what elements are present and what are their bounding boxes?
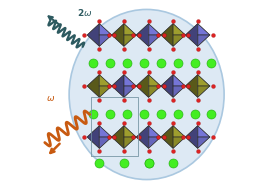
Polygon shape: [198, 126, 210, 137]
Polygon shape: [99, 137, 112, 148]
Polygon shape: [198, 86, 210, 97]
Polygon shape: [149, 24, 161, 35]
Polygon shape: [198, 35, 210, 46]
Polygon shape: [149, 35, 161, 46]
Polygon shape: [198, 137, 210, 148]
Text: $\omega$: $\omega$: [45, 94, 55, 103]
Text: 2$\omega$: 2$\omega$: [77, 7, 92, 18]
Polygon shape: [149, 126, 161, 137]
Polygon shape: [124, 75, 136, 86]
Polygon shape: [185, 126, 198, 148]
Polygon shape: [173, 24, 185, 35]
Polygon shape: [99, 35, 112, 46]
Polygon shape: [112, 24, 124, 46]
Polygon shape: [173, 137, 185, 148]
Polygon shape: [173, 35, 185, 46]
Polygon shape: [185, 75, 198, 97]
Polygon shape: [136, 24, 149, 46]
Polygon shape: [99, 86, 112, 97]
Polygon shape: [87, 24, 99, 46]
Polygon shape: [173, 86, 185, 97]
Polygon shape: [173, 75, 185, 86]
Polygon shape: [124, 126, 136, 137]
Polygon shape: [99, 24, 112, 35]
Polygon shape: [149, 86, 161, 97]
Polygon shape: [99, 75, 112, 86]
Polygon shape: [161, 24, 173, 46]
Polygon shape: [124, 24, 136, 35]
Polygon shape: [161, 126, 173, 148]
Polygon shape: [198, 24, 210, 35]
Polygon shape: [136, 126, 149, 148]
Ellipse shape: [69, 9, 224, 180]
Polygon shape: [124, 137, 136, 148]
Polygon shape: [198, 75, 210, 86]
Polygon shape: [87, 126, 99, 148]
Polygon shape: [149, 137, 161, 148]
Polygon shape: [124, 86, 136, 97]
Polygon shape: [112, 75, 124, 97]
Polygon shape: [161, 75, 173, 97]
Polygon shape: [99, 126, 112, 137]
Polygon shape: [124, 35, 136, 46]
Polygon shape: [112, 126, 124, 148]
Polygon shape: [173, 126, 185, 137]
Polygon shape: [136, 75, 149, 97]
Polygon shape: [87, 75, 99, 97]
Polygon shape: [185, 24, 198, 46]
Polygon shape: [149, 75, 161, 86]
